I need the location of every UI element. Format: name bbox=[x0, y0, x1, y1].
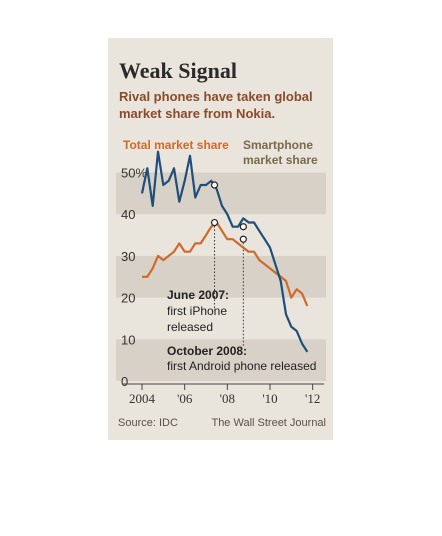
y-tick-label: 20 bbox=[121, 291, 135, 306]
y-tick-label: 10 bbox=[121, 332, 135, 347]
series-label-smartphone: market share bbox=[243, 153, 318, 167]
x-tick-label: '06 bbox=[177, 391, 193, 406]
y-tick-label: 30 bbox=[121, 249, 135, 264]
x-tick-label: '08 bbox=[220, 391, 235, 406]
chart-publisher: The Wall Street Journal bbox=[211, 417, 326, 429]
annotation-marker bbox=[239, 223, 247, 231]
series-label-total: Total market share bbox=[123, 138, 229, 152]
y-tick-label: 50% bbox=[121, 166, 147, 181]
x-tick-label: '10 bbox=[262, 391, 277, 406]
grid-band bbox=[116, 255, 326, 298]
x-tick-label: 2004 bbox=[129, 391, 156, 406]
annotation-iphone: June 2007: bbox=[167, 288, 229, 302]
chart-source: Source: IDC bbox=[118, 417, 178, 429]
x-tick-label: '12 bbox=[305, 391, 320, 406]
series-line-smartphone bbox=[140, 150, 309, 353]
y-tick-label: 0 bbox=[121, 374, 128, 389]
annotation-iphone: released bbox=[167, 320, 213, 334]
chart-title: Weak Signal bbox=[119, 58, 237, 83]
chart-subtitle: Rival phones have taken global bbox=[119, 89, 313, 104]
annotation-marker bbox=[210, 181, 219, 189]
annotation-marker bbox=[239, 235, 247, 243]
chart-subtitle: market share from Nokia. bbox=[119, 106, 275, 121]
annotation-android: October 2008: bbox=[167, 344, 247, 358]
annotation-android: first Android phone released bbox=[167, 359, 316, 373]
annotation-marker bbox=[210, 218, 219, 227]
annotation-iphone: first iPhone bbox=[167, 304, 227, 318]
series-label-smartphone: Smartphone bbox=[243, 138, 313, 152]
grid-band bbox=[116, 339, 326, 381]
grid-band bbox=[116, 172, 326, 215]
y-tick-label: 40 bbox=[121, 207, 135, 222]
